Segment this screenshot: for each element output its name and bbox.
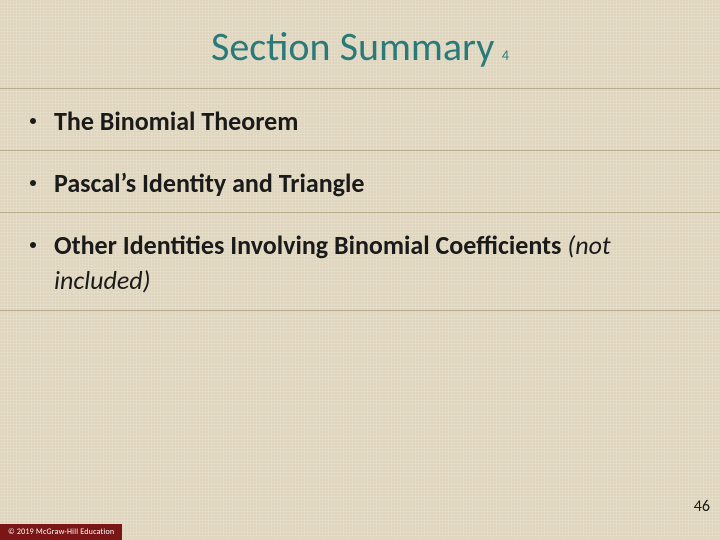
bullet-text: Other Identities Involving Binomial Coef… xyxy=(54,228,700,298)
divider-line xyxy=(0,310,720,311)
bullet-icon xyxy=(30,242,36,248)
list-item: The Binomial Theorem xyxy=(30,104,700,139)
list-item: Other Identities Involving Binomial Coef… xyxy=(30,228,700,298)
page-number: 46 xyxy=(694,497,710,516)
slide-title-sub: 4 xyxy=(502,47,509,64)
divider-line xyxy=(0,212,720,213)
bullet-main: Pascal’s Identity and Triangle xyxy=(54,167,364,199)
list-item: Pascal’s Identity and Triangle xyxy=(30,166,700,201)
slide-title: Section Summary xyxy=(211,22,494,71)
divider-line xyxy=(0,88,720,89)
title-container: Section Summary 4 xyxy=(0,22,720,71)
bullet-main: Other Identities Involving Binomial Coef… xyxy=(54,229,561,261)
copyright: © 2019 McGraw-Hill Education xyxy=(0,524,122,540)
bullet-text: Pascal’s Identity and Triangle xyxy=(54,166,364,201)
divider-line xyxy=(0,150,720,151)
bullet-text: The Binomial Theorem xyxy=(54,104,298,139)
bullet-main: The Binomial Theorem xyxy=(54,105,298,137)
bullet-icon xyxy=(30,180,36,186)
bullet-icon xyxy=(30,118,36,124)
slide: Section Summary 4 The Binomial Theorem P… xyxy=(0,0,720,540)
